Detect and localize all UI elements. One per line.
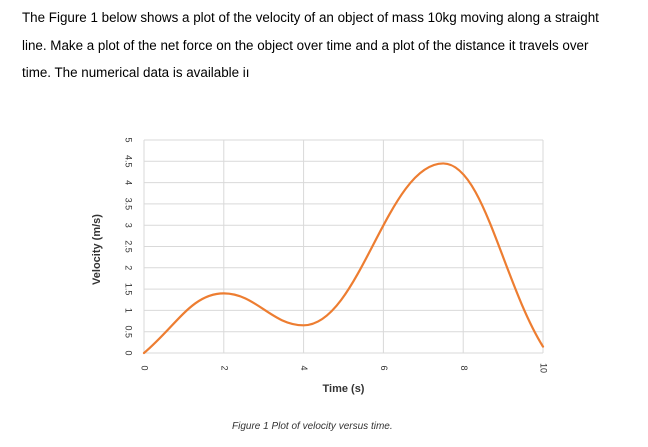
- x-tick-label: 0: [140, 365, 150, 370]
- chart-series: [142, 162, 545, 355]
- x-tick-label: 2: [219, 365, 229, 370]
- x-axis-ticks: 0 2 4 6 8 10: [140, 363, 549, 373]
- y-axis-ticks: 0 0.5 1 1.5 2 2.5 3 3.5 4 4.5 5: [124, 137, 134, 355]
- problem-text-line: The Figure 1 below shows a plot of the v…: [22, 10, 599, 25]
- problem-text-line: line. Make a plot of the net force on th…: [22, 37, 589, 53]
- x-tick-label: 6: [379, 365, 389, 370]
- x-tick-label: 8: [459, 365, 469, 370]
- y-tick-label: 4.5: [124, 155, 134, 168]
- y-tick-label: 1.5: [124, 283, 134, 296]
- y-tick-label: 0.5: [124, 325, 134, 338]
- y-tick-label: 2: [124, 265, 134, 270]
- figure-caption: Figure 1 Plot of velocity versus time.: [232, 421, 393, 432]
- x-tick-label: 10: [539, 363, 549, 373]
- y-tick-label: 0: [124, 350, 134, 355]
- chart-grid: [143, 139, 544, 354]
- y-tick-label: 3: [124, 223, 134, 228]
- y-tick-label: 2.5: [124, 240, 134, 253]
- velocity-series-line: [142, 162, 545, 355]
- problem-text-line: time. The numerical data is available iı: [22, 65, 250, 80]
- y-tick-label: 1: [124, 308, 134, 313]
- x-tick-label: 4: [299, 365, 309, 370]
- y-tick-label: 4: [124, 180, 134, 185]
- problem-statement: The Figure 1 below shows a plot of the v…: [22, 4, 632, 87]
- x-axis-label: Time (s): [323, 383, 365, 395]
- y-axis-label: Velocity (m/s): [91, 214, 103, 285]
- y-tick-label: 5: [124, 137, 134, 142]
- y-tick-label: 3.5: [124, 198, 134, 211]
